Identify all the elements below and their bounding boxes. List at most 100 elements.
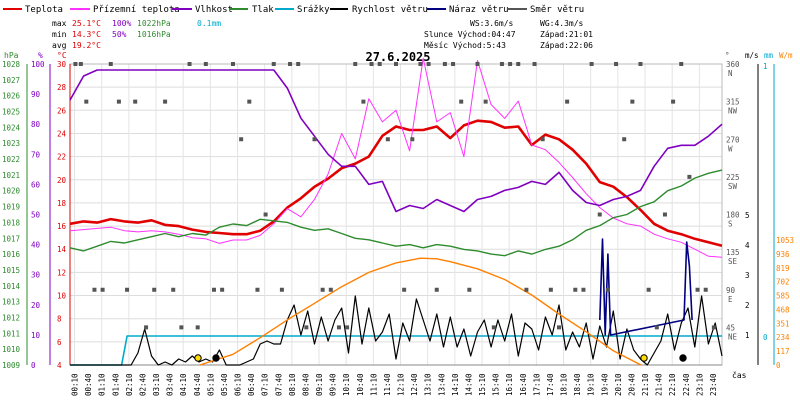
hpa-tick-label: 1025 xyxy=(2,108,20,117)
info-wg: WG:4.3m/s xyxy=(540,19,584,28)
series-line-vlhkost xyxy=(69,69,723,213)
x-axis: 00:10 00:40 01:10 01:40 02:10 02:40 03:10 03:40… xyxy=(70,364,722,396)
ms-tick-label: 5 xyxy=(745,211,750,220)
wind-dir-point xyxy=(410,137,415,142)
stat-min-press: 1016hPa xyxy=(137,30,171,39)
wind-dir-point xyxy=(532,62,537,66)
solar-tick-label: 1053 xyxy=(776,236,794,245)
mm-tick-label: 1 xyxy=(763,62,768,71)
stat-max-label: max xyxy=(52,19,67,28)
x-tick-label: 03:40 xyxy=(166,373,175,396)
moonset-marker xyxy=(679,354,687,362)
x-tick-label: 00:40 xyxy=(84,373,93,396)
wind-dir-point xyxy=(361,99,366,104)
hpa-tick-label: 1014 xyxy=(2,282,21,291)
x-tick-label: 01:10 xyxy=(98,373,107,396)
wind-dir-point xyxy=(179,325,184,330)
wind-dir-point xyxy=(442,62,447,66)
pct-tick-label: 30 xyxy=(31,271,41,280)
wind-dir-point xyxy=(662,212,667,217)
wind-dir-point xyxy=(614,62,619,66)
wind-dir-point xyxy=(646,287,651,292)
deg-tick-label: 22 xyxy=(57,153,66,162)
info-sun-set: Západ:21:01 xyxy=(540,30,593,39)
x-tick-label: 15:10 xyxy=(478,373,487,396)
x-tick-label: 06:40 xyxy=(247,373,256,396)
x-tick-label: 05:10 xyxy=(206,373,215,396)
stat-min-hum: 50% xyxy=(112,30,127,39)
x-tick-label: 15:40 xyxy=(492,373,501,396)
x-tick-label: 23:10 xyxy=(695,373,704,396)
x-tick-label: 08:40 xyxy=(301,373,310,396)
info-moon: Měsíc Východ:5:43 xyxy=(424,41,506,50)
wind-dir-point xyxy=(508,62,513,66)
series-line-tlak xyxy=(69,169,723,257)
pct-tick-label: 20 xyxy=(31,301,41,310)
wind-dir-point xyxy=(377,62,382,66)
hpa-tick-label: 1013 xyxy=(2,298,20,307)
wind-dir-point xyxy=(152,287,157,292)
wind-dir-point xyxy=(220,287,225,292)
wind-dir-point xyxy=(483,99,488,104)
x-tick-label: 22:40 xyxy=(682,373,691,396)
wind-dir-point xyxy=(108,62,113,66)
legend-rychlost-vetru: Rychlost větru xyxy=(352,5,428,15)
solar-tick-label: 234 xyxy=(776,333,790,342)
x-tick-label: 17:10 xyxy=(532,373,541,396)
ms-tick-label: 4 xyxy=(745,241,750,250)
dir-tick-label: 360 xyxy=(726,60,740,69)
wind-dir-point xyxy=(516,62,521,66)
x-tick-label: 09:40 xyxy=(329,373,338,396)
hpa-tick-label: 1019 xyxy=(2,203,20,212)
wind-dir-point xyxy=(279,287,284,292)
info-sun: Slunce Východ:04:47 xyxy=(424,30,516,39)
wind-dir-point xyxy=(622,137,627,142)
x-tick-label: 05:40 xyxy=(220,373,229,396)
unit-ms: m/s xyxy=(745,51,759,60)
wind-dir-point xyxy=(171,287,176,292)
legend: Teplota Přízemní teplota Vlhkost Tlak Sr… xyxy=(3,5,584,15)
legend-prizemni-teplota: Přízemní teplota xyxy=(93,5,180,15)
chart-title: 27.6.2025 xyxy=(365,50,430,64)
wind-dir-point xyxy=(92,287,97,292)
pct-tick-label: 10 xyxy=(31,331,41,340)
deg-tick-label: 20 xyxy=(57,176,67,185)
pct-tick-label: 100 xyxy=(31,60,45,69)
wind-dir-point xyxy=(239,137,244,142)
wind-dir-point xyxy=(638,62,643,66)
x-tick-label: 18:10 xyxy=(560,373,569,396)
deg-tick-label: 18 xyxy=(57,199,67,208)
wind-dir-point xyxy=(304,325,309,330)
wind-dir-point xyxy=(125,287,130,292)
legend-vlhkost: Vlhkost xyxy=(195,5,233,15)
hpa-tick-label: 1022 xyxy=(2,155,20,164)
dir-name-label: NW xyxy=(728,107,738,116)
wind-dir-point xyxy=(336,325,341,330)
pct-tick-label: 50 xyxy=(31,211,41,220)
wind-dir-point xyxy=(402,287,407,292)
wind-dir-point xyxy=(345,325,350,330)
series-line-naraz-vetru xyxy=(599,238,693,336)
x-tick-label: 00:10 xyxy=(71,373,80,396)
unit-dir: ° xyxy=(725,51,730,60)
solar-tick-label: 351 xyxy=(776,319,790,328)
info-moon-set: Západ:22:06 xyxy=(540,41,593,50)
x-tick-label: 14:40 xyxy=(464,373,473,396)
x-tick-label: 11:10 xyxy=(369,373,378,396)
x-tick-label: 22:10 xyxy=(668,373,677,396)
wind-dir-point xyxy=(548,287,553,292)
wind-dir-point xyxy=(73,62,78,66)
stat-max-temp: 25.1°C xyxy=(72,19,101,28)
deg-tick-label: 14 xyxy=(57,245,67,254)
x-tick-label: 02:40 xyxy=(138,373,147,396)
legend-teplota: Teplota xyxy=(25,5,63,15)
wind-dir-point xyxy=(434,287,439,292)
left-axes: 1028102710261025102410231022102110201019… xyxy=(2,60,71,370)
info-block: WS:3.6m/s WG:4.3m/s Slunce Východ:04:47 … xyxy=(424,19,593,50)
deg-tick-label: 12 xyxy=(57,268,66,277)
wind-dir-point xyxy=(369,62,374,66)
dir-name-label: S xyxy=(728,220,733,229)
dir-name-label: W xyxy=(728,144,733,153)
wind-dir-point xyxy=(144,325,149,330)
